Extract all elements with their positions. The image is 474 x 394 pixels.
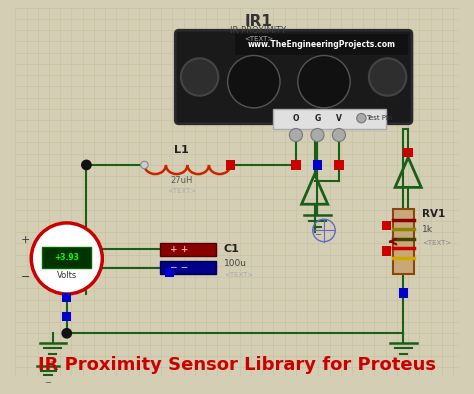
- Bar: [235, 34, 408, 54]
- Text: <TEXT>: <TEXT>: [244, 36, 273, 42]
- Circle shape: [181, 58, 219, 96]
- Circle shape: [141, 161, 148, 169]
- Bar: [382, 221, 392, 230]
- Bar: [399, 288, 408, 298]
- Bar: [62, 293, 72, 303]
- Text: − −: − −: [170, 263, 188, 272]
- Text: −: −: [49, 357, 56, 366]
- Text: O: O: [292, 113, 299, 123]
- Circle shape: [62, 329, 72, 338]
- Text: C1: C1: [224, 244, 240, 254]
- Text: −: −: [400, 357, 407, 366]
- Circle shape: [311, 128, 324, 141]
- Bar: [165, 268, 174, 277]
- Bar: [403, 148, 413, 158]
- Text: +: +: [21, 235, 30, 245]
- Text: www.TheEngineeringProjects.com: www.TheEngineeringProjects.com: [247, 40, 396, 49]
- Circle shape: [332, 128, 346, 141]
- Circle shape: [290, 128, 302, 141]
- Text: <TEXT>: <TEXT>: [167, 188, 196, 194]
- Bar: [62, 312, 72, 321]
- Circle shape: [228, 56, 280, 108]
- FancyBboxPatch shape: [175, 30, 412, 124]
- Bar: [160, 243, 217, 256]
- Bar: [160, 261, 217, 274]
- Text: IR1: IR1: [245, 14, 273, 29]
- Text: 27uH: 27uH: [171, 177, 193, 185]
- Text: −: −: [45, 378, 52, 387]
- Text: RV1: RV1: [422, 208, 446, 219]
- Text: +3.93: +3.93: [55, 253, 79, 262]
- Text: Volts: Volts: [57, 271, 77, 280]
- Bar: [334, 160, 344, 169]
- Text: G: G: [314, 113, 320, 123]
- Circle shape: [298, 56, 350, 108]
- Circle shape: [82, 160, 91, 169]
- Text: 100u: 100u: [224, 258, 247, 268]
- Bar: [313, 160, 322, 169]
- Text: IR PROXIMITY: IR PROXIMITY: [230, 26, 287, 35]
- Text: −: −: [314, 230, 321, 239]
- Bar: [226, 160, 235, 169]
- Text: −: −: [21, 272, 30, 282]
- Bar: [393, 209, 414, 274]
- Text: 1k: 1k: [422, 225, 433, 234]
- Text: <TEXT>: <TEXT>: [224, 272, 253, 278]
- Bar: [382, 246, 392, 256]
- Circle shape: [357, 113, 366, 123]
- Text: L1: L1: [174, 145, 189, 155]
- Circle shape: [31, 223, 102, 294]
- Text: Test Pin: Test Pin: [366, 115, 392, 121]
- Bar: [273, 109, 386, 129]
- Bar: [291, 160, 301, 169]
- Text: <TEXT>: <TEXT>: [422, 240, 451, 245]
- Text: + +: + +: [170, 245, 188, 254]
- Text: IR Proximity Sensor Library for Proteus: IR Proximity Sensor Library for Proteus: [38, 356, 436, 374]
- Text: V: V: [336, 113, 342, 123]
- Circle shape: [369, 58, 406, 96]
- Bar: [43, 247, 91, 268]
